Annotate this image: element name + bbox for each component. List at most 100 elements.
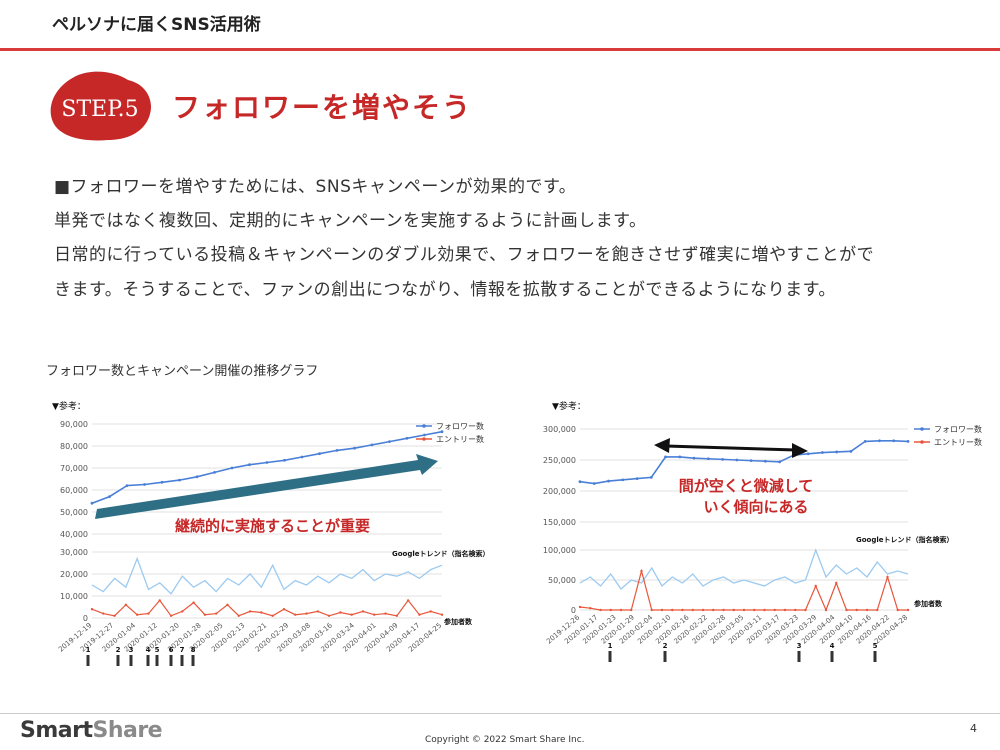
left-upper-ytick-label: 70,000 [60, 464, 88, 473]
left-entry-point [102, 612, 105, 615]
right-campaign-marker-bar [663, 651, 667, 662]
chart-right-legend-follower: フォロワー数 [934, 424, 982, 434]
right-entry-point [681, 608, 684, 612]
left-entry-point [418, 613, 421, 616]
footer-divider [0, 713, 1000, 714]
right-entry-point [599, 608, 602, 612]
right-entry-point [824, 608, 828, 612]
left-entry-point [339, 611, 342, 614]
left-campaign-marker-bar [191, 655, 195, 666]
right-entry-point [753, 608, 756, 612]
left-follower-point [248, 463, 251, 467]
right-follower-point [849, 449, 853, 453]
right-follower-point [649, 475, 653, 479]
chart-right-legend: フォロワー数 エントリー数 [914, 424, 982, 447]
decline-span-arrow [654, 438, 808, 458]
right-entry-point [691, 608, 694, 612]
left-entry-point [90, 608, 94, 611]
right-entry-point [619, 608, 623, 612]
left-campaign-marker-bar [116, 655, 120, 666]
chart-right-annotation-line-1: 間が空くと微減して [679, 477, 814, 495]
right-upper-ytick-label: 150,000 [543, 518, 576, 527]
right-follower-point [635, 477, 639, 480]
left-lower-ytick-label: 0 [83, 614, 88, 623]
chart-left: ▼参考： 90,000 80,000 70,000 60,000 50,000 40,00… [52, 400, 490, 666]
left-follower-point [230, 466, 234, 470]
body-line-2: 単発ではなく複数回、定期的にキャンペーンを実施するように計画します。 [54, 211, 647, 231]
body-line-1: ■フォロワーを増やすためには、SNSキャンペーンが効果的です。 [54, 177, 577, 197]
left-entry-point [214, 612, 218, 615]
left-entry-point [282, 608, 286, 611]
right-follower-point [607, 479, 610, 483]
left-entry-point [203, 613, 207, 616]
right-entry-point [660, 608, 664, 612]
left-lower-ytick-label: 10,000 [60, 592, 88, 601]
right-follower-point [806, 452, 810, 456]
left-campaign-marker: 4 [146, 646, 151, 654]
left-entry-point [429, 610, 432, 613]
left-trend-series-line [91, 556, 443, 595]
left-campaign-marker-bar [129, 655, 133, 666]
step-badge-label: STEP.5 [61, 97, 138, 122]
chart-left-legend-follower: フォロワー数 [436, 421, 484, 431]
right-entry-point [630, 608, 633, 612]
left-entry-point [158, 599, 161, 602]
right-campaign-marker-bar [797, 651, 801, 662]
left-entry-point [124, 603, 128, 606]
right-upper-ytick-label: 200,000 [543, 487, 576, 496]
chart-right-corner-label: ▼参考： [552, 400, 586, 412]
right-entry-point [650, 608, 653, 612]
right-entry-point [578, 605, 582, 609]
right-follower-series-line [579, 439, 909, 485]
logo-share: Share [92, 718, 163, 743]
body-line-4: きます。そうすることで、ファンの創出につながり、情報を拡散することができるように… [54, 280, 836, 300]
right-follower-point [892, 439, 896, 443]
left-entry-point [440, 613, 444, 616]
right-follower-point [735, 458, 739, 462]
right-entry-point [732, 608, 735, 612]
left-lower-ytick-label: 30,000 [60, 548, 88, 557]
right-entry-point [783, 608, 787, 612]
right-entry-series-line [579, 568, 908, 612]
right-lower-ytick-label: 50,000 [548, 576, 576, 585]
right-entry-point [845, 608, 848, 612]
right-campaign-marker-bar [873, 651, 877, 662]
left-campaign-marker: 6 [169, 646, 174, 654]
right-entry-point [701, 608, 705, 612]
page-header-title: ペルソナに届くSNS活用術 [52, 15, 261, 35]
left-entry-point [135, 613, 139, 616]
left-entry-point [113, 614, 116, 617]
right-entry-point [773, 608, 776, 612]
right-follower-point [692, 456, 696, 460]
left-entry-point [294, 613, 297, 616]
left-entry-point [395, 614, 399, 617]
right-follower-point [821, 451, 824, 454]
right-entry-point [763, 608, 766, 612]
left-entry-point [147, 612, 150, 615]
body-line-3: 日常的に行っている投稿＆キャンペーンのダブル効果で、フォロワーを飽きさせず確実に… [54, 245, 875, 265]
left-follower-point [283, 458, 286, 462]
right-lower-ytick-label: 100,000 [543, 546, 576, 555]
chart-right-legend-entry: エントリー数 [934, 437, 982, 447]
right-entry-point [835, 581, 838, 585]
right-lower-ytick-label: 0 [571, 606, 576, 615]
left-entry-series-line [91, 599, 443, 617]
left-entry-point [361, 610, 365, 613]
right-campaign-marker: 1 [608, 642, 613, 650]
left-follower-point [318, 452, 321, 456]
left-entry-point [237, 614, 240, 617]
left-entry-point [384, 612, 387, 615]
right-follower-point [749, 459, 753, 463]
left-entry-point [305, 612, 308, 615]
right-follower-point [706, 457, 710, 461]
right-entry-point [712, 608, 715, 612]
left-campaign-marker: 5 [155, 646, 160, 654]
right-entry-point [804, 608, 807, 612]
left-entry-point [406, 599, 410, 602]
left-campaign-marker-bar [155, 655, 159, 666]
left-campaign-marker-bar [169, 655, 173, 666]
right-follower-point [664, 455, 667, 459]
left-follower-point [160, 480, 164, 484]
chart-left-legend: フォロワー数 エントリー数 [416, 421, 484, 444]
